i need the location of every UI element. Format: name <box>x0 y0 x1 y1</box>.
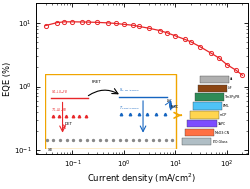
X-axis label: Current density (mA/cm$^2$): Current density (mA/cm$^2$) <box>87 171 196 186</box>
Y-axis label: EQE (%): EQE (%) <box>4 61 13 96</box>
